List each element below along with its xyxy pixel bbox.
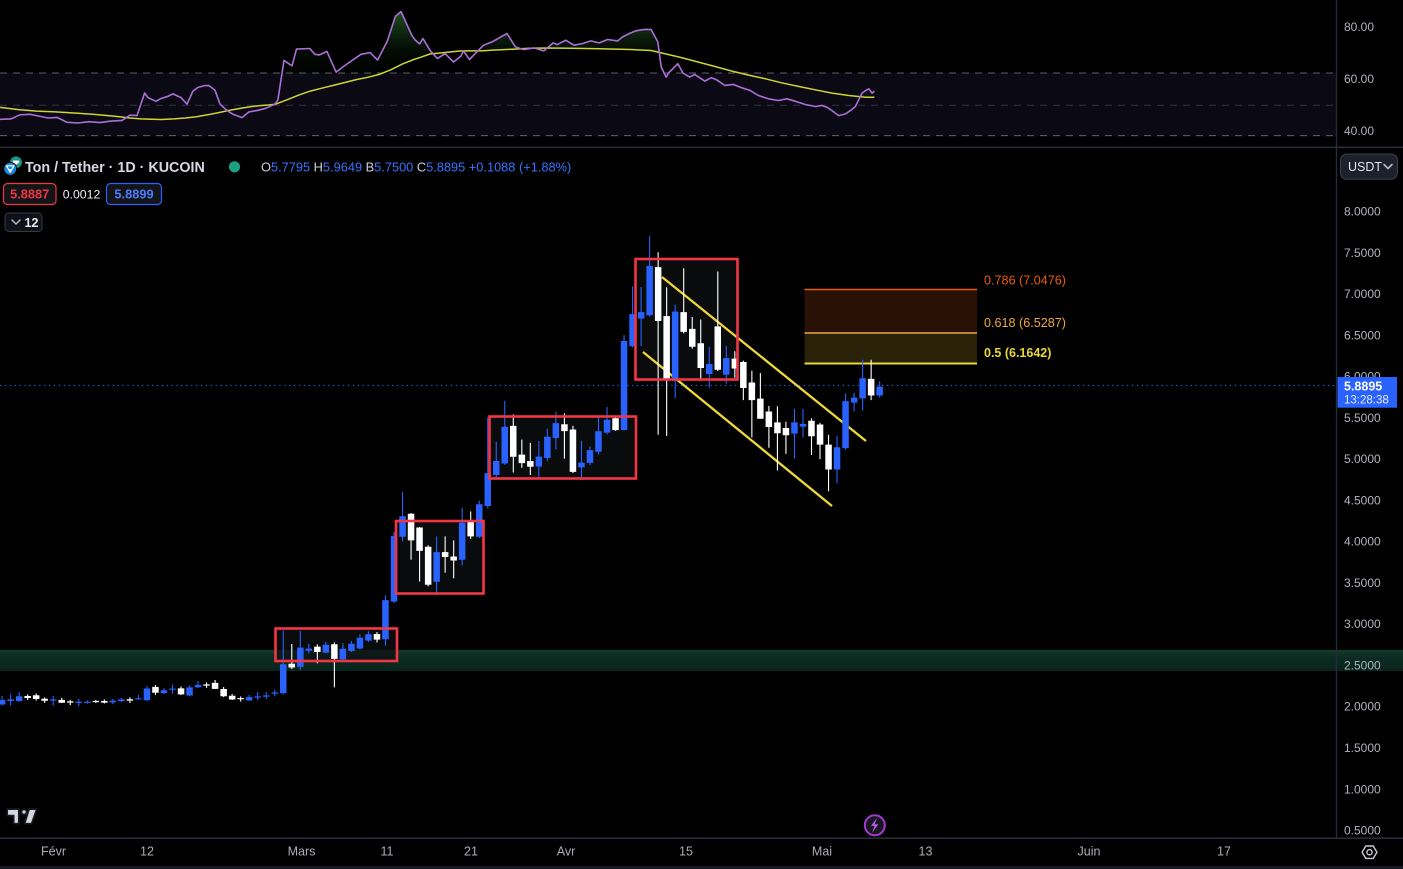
svg-text:4.0000: 4.0000 — [1344, 535, 1381, 549]
svg-text:Avr: Avr — [557, 845, 576, 859]
svg-text:5.8899: 5.8899 — [114, 187, 153, 202]
svg-text:Mars: Mars — [288, 845, 316, 859]
svg-text:7.5000: 7.5000 — [1344, 246, 1381, 260]
svg-text:6.5000: 6.5000 — [1344, 328, 1381, 342]
svg-text:Ton / Tether · 1D · KUCOIN: Ton / Tether · 1D · KUCOIN — [25, 160, 205, 176]
svg-text:7.0000: 7.0000 — [1344, 287, 1381, 301]
svg-text:3.5000: 3.5000 — [1344, 576, 1381, 590]
svg-text:2.0000: 2.0000 — [1344, 700, 1381, 714]
svg-text:5.8887: 5.8887 — [10, 187, 49, 202]
svg-text:8.0000: 8.0000 — [1344, 205, 1381, 219]
svg-text:Mai: Mai — [812, 845, 832, 859]
svg-text:0.5 (6.1642): 0.5 (6.1642) — [984, 346, 1051, 360]
svg-text:USDT: USDT — [1348, 160, 1382, 174]
svg-text:5.8895: 5.8895 — [1344, 380, 1382, 394]
svg-text:15: 15 — [679, 845, 693, 859]
svg-text:12: 12 — [140, 845, 154, 859]
svg-text:Juin: Juin — [1078, 845, 1101, 859]
svg-text:0.5000: 0.5000 — [1344, 824, 1381, 838]
svg-text:5.5000: 5.5000 — [1344, 411, 1381, 425]
svg-text:0.786 (7.0476): 0.786 (7.0476) — [984, 274, 1066, 288]
svg-text:13: 13 — [919, 845, 933, 859]
svg-text:60.00: 60.00 — [1344, 72, 1374, 86]
svg-text:40.00: 40.00 — [1344, 124, 1374, 138]
svg-text:13:28:38: 13:28:38 — [1344, 395, 1389, 407]
svg-text:1.5000: 1.5000 — [1344, 741, 1381, 755]
svg-text:12: 12 — [25, 216, 39, 230]
svg-text:80.00: 80.00 — [1344, 20, 1374, 34]
svg-text:11: 11 — [381, 845, 394, 859]
svg-text:0.618 (6.5287): 0.618 (6.5287) — [984, 316, 1066, 330]
svg-text:Févr: Févr — [41, 845, 66, 859]
svg-text:1.0000: 1.0000 — [1344, 782, 1381, 796]
svg-text:3.0000: 3.0000 — [1344, 617, 1381, 631]
svg-text:5.0000: 5.0000 — [1344, 452, 1381, 466]
svg-text:17: 17 — [1217, 845, 1231, 859]
svg-text:4.5000: 4.5000 — [1344, 493, 1381, 507]
svg-text:O5.7795 H5.9649 B5.7500 C5.889: O5.7795 H5.9649 B5.7500 C5.8895 +0.1088 … — [261, 160, 571, 175]
svg-text:2.5000: 2.5000 — [1344, 658, 1381, 672]
svg-text:0.0012: 0.0012 — [63, 188, 101, 202]
svg-text:21: 21 — [464, 845, 478, 859]
